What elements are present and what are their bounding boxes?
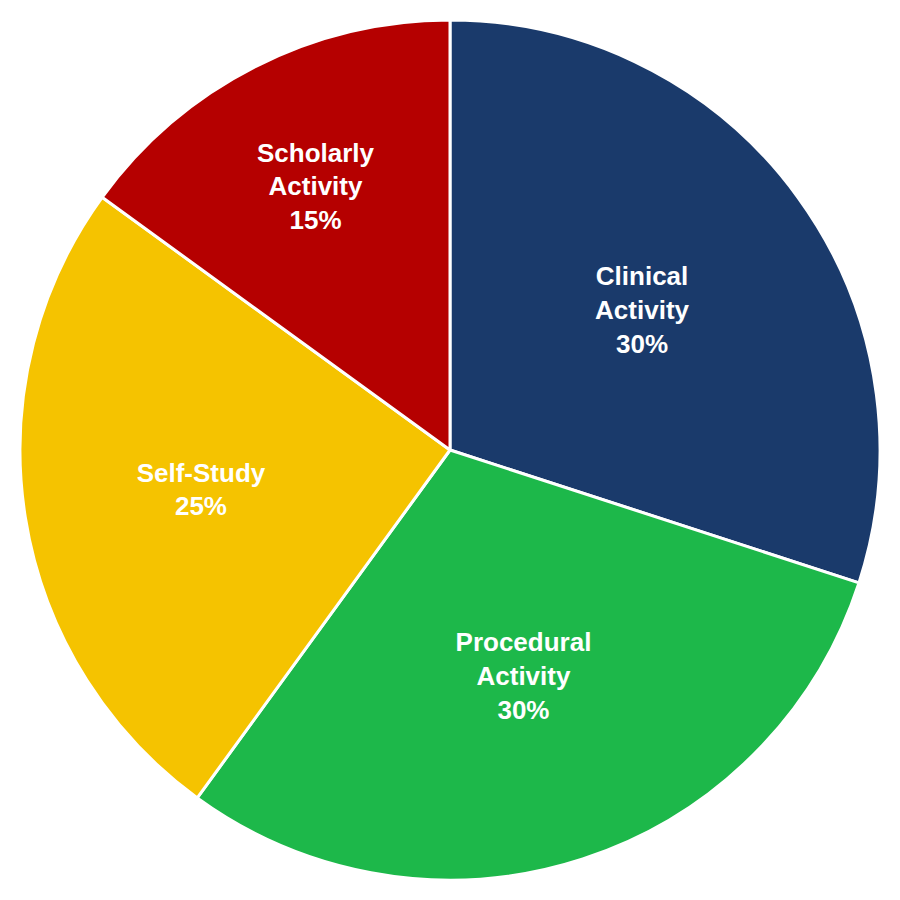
svg-text:ClinicalActivity30%: ClinicalActivity30% (595, 261, 689, 359)
svg-text:ScholarlyActivity15%: ScholarlyActivity15% (257, 138, 375, 236)
svg-text:Self-Study25%: Self-Study25% (137, 458, 266, 522)
svg-text:ProceduralActivity30%: ProceduralActivity30% (456, 627, 592, 725)
